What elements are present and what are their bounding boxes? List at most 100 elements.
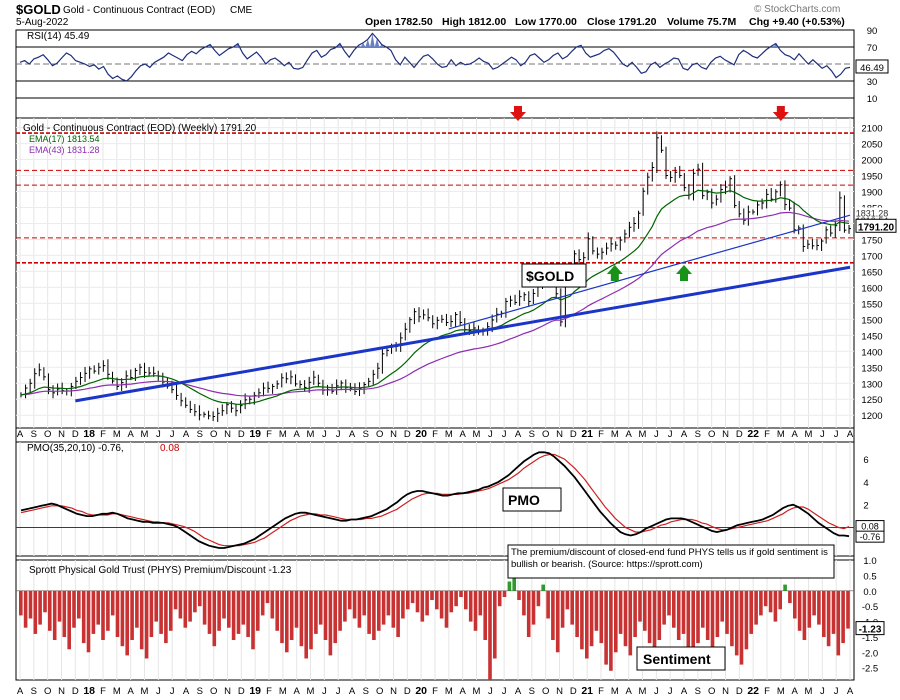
x-tick-label: J (834, 686, 839, 697)
phys-bar (628, 590, 633, 656)
phys-bar (420, 590, 425, 622)
price-y-tick: 1750 (861, 235, 882, 246)
phys-bar (778, 590, 782, 610)
price-y-tick: 1650 (861, 267, 882, 278)
phys-bar (594, 590, 599, 631)
phys-bar (159, 590, 163, 634)
phys-bar (507, 581, 512, 591)
x-tick-label: M (307, 686, 315, 697)
phys-bar (33, 590, 38, 634)
phys-bar (783, 584, 787, 591)
x-tick-label: N (390, 686, 397, 697)
phys-bar (483, 590, 487, 640)
phys-bar (454, 590, 458, 607)
x-tick-label: O (376, 686, 383, 697)
x-tick-label: M (805, 686, 813, 697)
phys-bar (386, 590, 391, 616)
phys-bar (638, 590, 642, 622)
phys-bar (62, 590, 67, 637)
x-tick-label: J (654, 429, 659, 440)
phys-bar (183, 590, 188, 628)
x-tick-label: O (376, 429, 383, 440)
x-tick-label: D (404, 429, 411, 440)
phys-bar (120, 590, 125, 647)
phys-bar (488, 590, 492, 680)
x-tick-label: J (502, 429, 507, 440)
phys-bar (299, 590, 304, 647)
rsi-overbought-fill (207, 33, 779, 47)
phys-bar (372, 590, 376, 640)
x-tick-label: M (307, 429, 315, 440)
phys-bar (396, 590, 400, 637)
phys-bar (406, 590, 410, 610)
x-tick-label: A (681, 429, 688, 440)
x-tick-label: 19 (249, 685, 261, 697)
x-tick-label: O (44, 686, 51, 697)
phys-bar (222, 590, 226, 619)
phys-bar (517, 590, 521, 600)
price-y-tick: 1300 (861, 379, 882, 390)
red-down-arrow (772, 106, 789, 121)
phys-bar (763, 590, 768, 607)
phys-bar (817, 590, 821, 625)
volume-label: Volume 75.7M (667, 16, 736, 28)
price-y-tick: 1700 (861, 251, 882, 262)
price-y-tick: 2050 (861, 140, 882, 151)
x-tick-label: M (141, 429, 149, 440)
phys-bar (227, 590, 231, 628)
phys-bar (812, 590, 816, 616)
phys-bar (667, 590, 671, 616)
pmo-signal-value: 0.08 (861, 522, 879, 532)
price-y-tick: 1600 (861, 283, 882, 294)
x-tick-label: J (322, 686, 327, 697)
trendline (448, 214, 851, 330)
phys-bar (788, 590, 792, 604)
phys-bar (560, 590, 565, 628)
x-tick-label: A (625, 686, 632, 697)
phys-bar (720, 590, 724, 622)
ema43-last-value: 1831.28 (856, 208, 889, 218)
phys-bar (580, 590, 584, 650)
phys-bar (48, 590, 52, 631)
x-tick-label: N (722, 686, 729, 697)
x-tick-label: O (708, 429, 715, 440)
phys-bar (101, 590, 105, 640)
phys-bar (289, 590, 294, 640)
x-tick-label: J (654, 686, 659, 697)
phys-bar (401, 590, 405, 619)
rsi-last-value: 46.49 (860, 63, 884, 74)
x-tick-label: N (58, 686, 65, 697)
phys-bar (130, 590, 134, 640)
x-tick-label: D (736, 686, 743, 697)
phys-bar (352, 590, 357, 619)
phys-bar (19, 590, 23, 616)
x-tick-label: N (58, 429, 65, 440)
phys-bar (710, 590, 715, 653)
phys-bar (739, 590, 744, 665)
phys-bar (536, 590, 541, 607)
phys-bar (686, 590, 691, 650)
x-tick-label: J (668, 686, 673, 697)
pmo-y-tick: 2 (863, 501, 868, 512)
phys-bar (478, 590, 483, 616)
phys-bar (657, 590, 662, 640)
sentiment-annotation: Sentiment (643, 651, 711, 667)
pmo-annotation: PMO (508, 492, 540, 508)
price-y-tick: 1950 (861, 172, 882, 183)
phys-bar (836, 590, 841, 656)
x-tick-label: J (820, 686, 825, 697)
phys-bar (701, 590, 705, 628)
phys-note: The premium/discount of closed-end fund … (511, 547, 828, 570)
x-tick-label: J (170, 686, 175, 697)
x-tick-label: M (639, 686, 647, 697)
x-tick-label: J (834, 429, 839, 440)
high-label: High 1812.00 (442, 16, 506, 28)
phys-bar (265, 590, 270, 604)
x-tick-label: A (847, 429, 854, 440)
phys-bar (468, 590, 473, 622)
phys-bar (633, 590, 637, 637)
x-tick-label: A (17, 686, 24, 697)
x-tick-label: N (224, 429, 231, 440)
phys-bar (623, 590, 628, 647)
phys-bar (541, 584, 545, 591)
